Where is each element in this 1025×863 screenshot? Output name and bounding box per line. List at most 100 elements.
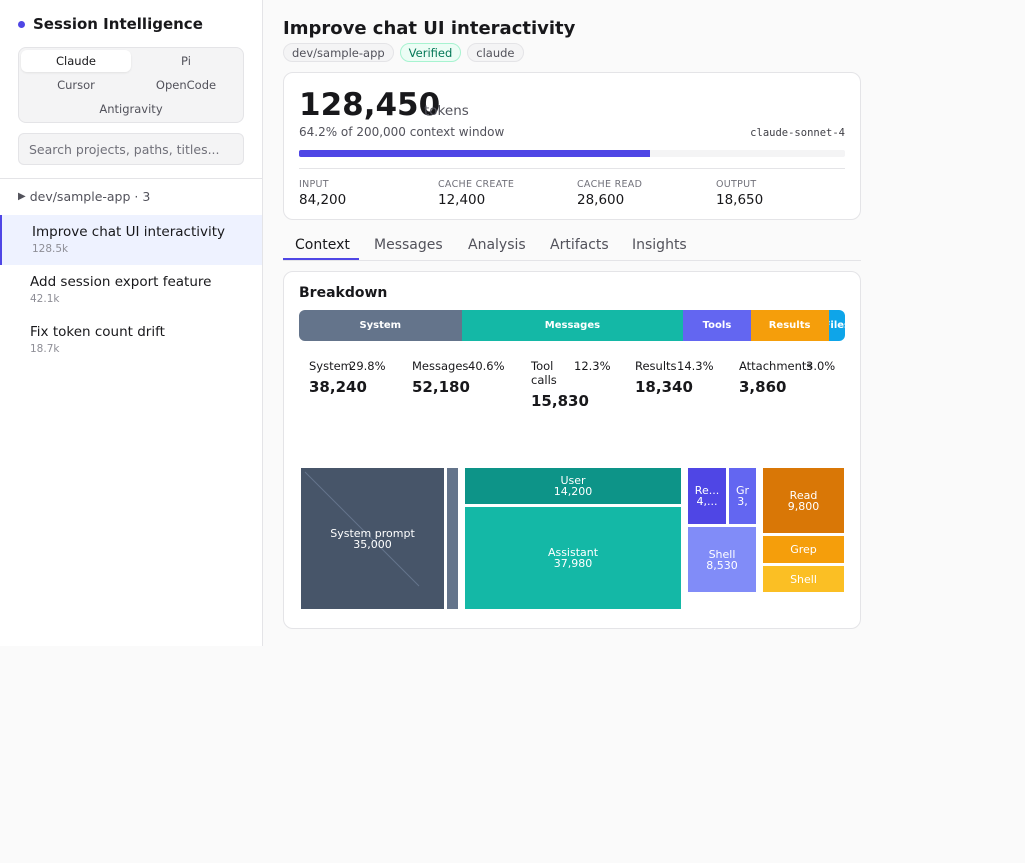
agent-antigravity[interactable]: Antigravity <box>99 102 163 116</box>
project-group-toggle[interactable]: ▶ dev/sample-app · 3 <box>18 189 150 204</box>
stat-label: CACHE CREATE <box>438 179 515 190</box>
tokens-unit: tokens <box>424 103 469 119</box>
category-percent: 29.8% <box>349 359 386 373</box>
category-attachments: Attachments 3.0% 3,860 <box>729 350 845 417</box>
treemap-result-grep[interactable]: Grep <box>763 536 844 563</box>
treemap-label: User <box>560 474 586 487</box>
breakdown-card: Breakdown SystemMessagesToolsResultsFile… <box>283 271 861 629</box>
bar-segment-system[interactable]: System <box>299 310 462 341</box>
treemap-result-shell[interactable]: Shell <box>763 566 844 592</box>
treemap-value: 35,000 <box>353 537 392 551</box>
category-system: System 29.8% 38,240 <box>299 350 395 417</box>
treemap-label: Read <box>789 488 818 502</box>
bar-segment-files[interactable]: Files <box>828 310 845 341</box>
tab-insights[interactable]: Insights <box>632 237 687 253</box>
treemap-value: 4,... <box>696 495 718 508</box>
agent-opencode[interactable]: OpenCode <box>155 78 217 92</box>
bar-segment-results[interactable]: Results <box>750 310 829 341</box>
project-pill: dev/sample-app <box>283 43 394 62</box>
category-name: Tool calls <box>531 359 557 387</box>
stat-value: 84,200 <box>299 192 347 208</box>
category-messages: Messages 40.6% 52,180 <box>402 350 513 417</box>
brand-dot-icon <box>18 20 25 28</box>
tab-messages[interactable]: Messages <box>374 237 443 253</box>
agent-claude[interactable]: Claude <box>21 50 131 72</box>
tab-bar: Context Messages Analysis Artifacts Insi… <box>283 233 861 261</box>
session-tokens: 128.5k <box>32 243 69 255</box>
session-item[interactable]: Add session export feature 42.1k <box>0 265 262 315</box>
category-value: 18,340 <box>635 378 693 396</box>
stat-value: 12,400 <box>438 192 486 208</box>
treemap-system-other[interactable] <box>447 468 458 609</box>
category-value: 38,240 <box>309 378 367 396</box>
model-name: claude-sonnet-4 <box>750 127 845 139</box>
treemap-user[interactable]: User 14,200 <box>465 468 681 504</box>
treemap-value: 9,800 <box>787 499 820 513</box>
project-group-label: dev/sample-app · 3 <box>29 189 151 204</box>
category-tool-calls: Tool calls 12.3% 15,830 <box>521 350 617 417</box>
sidebar: Session Intelligence Claude Pi Cursor Op… <box>0 0 263 646</box>
tab-artifacts[interactable]: Artifacts <box>550 237 609 253</box>
active-tab-indicator <box>283 258 359 260</box>
treemap-value: 37,980 <box>553 557 593 570</box>
category-name: System <box>309 359 352 373</box>
category-value: 15,830 <box>531 392 589 410</box>
category-value: 3,860 <box>739 378 787 396</box>
category-name: Messages <box>412 359 469 373</box>
verified-badge: Verified <box>399 43 462 62</box>
agent-cursor[interactable]: Cursor <box>57 78 95 92</box>
tab-context[interactable]: Context <box>295 237 350 253</box>
page-title: Improve chat UI interactivity <box>283 18 576 39</box>
session-title: Add session export feature <box>30 274 212 290</box>
context-progress-fill <box>299 150 650 157</box>
session-title: Fix token count drift <box>30 324 165 340</box>
category-percent: 3.0% <box>806 359 836 373</box>
divider <box>299 168 845 169</box>
total-tokens: 128,450 <box>299 87 441 123</box>
caret-right-icon: ▶ <box>18 191 26 202</box>
context-progress-bar <box>299 150 845 157</box>
agent-pill: claude <box>467 43 524 62</box>
context-window-text: 64.2% of 200,000 context window <box>299 125 505 139</box>
treemap-tool-shell[interactable]: Shell 8,530 <box>688 527 756 592</box>
treemap-value: 8,530 <box>706 558 738 572</box>
session-item[interactable]: Fix token count drift 18.7k <box>0 315 262 365</box>
category-name: Results <box>635 359 677 373</box>
stat-label: OUTPUT <box>716 179 757 190</box>
category-value: 52,180 <box>412 378 470 396</box>
category-results: Results 14.3% 18,340 <box>625 350 721 417</box>
stat-value: 28,600 <box>577 192 625 208</box>
treemap-system-prompt[interactable]: System prompt 35,000 <box>301 468 444 609</box>
search-input[interactable] <box>18 133 244 165</box>
category-percent: 40.6% <box>468 359 505 373</box>
treemap-result-read[interactable]: Read 9,800 <box>763 468 844 533</box>
treemap-tool-grep[interactable]: Gr 3, <box>729 468 756 524</box>
category-percent: 12.3% <box>574 359 611 373</box>
treemap-value: 3, <box>737 495 748 508</box>
treemap-label: Gr <box>735 484 750 497</box>
session-pills: dev/sample-app Verified claude <box>283 43 524 62</box>
stat-input: INPUT 84,200 <box>299 179 346 208</box>
treemap-label: System prompt <box>330 526 415 540</box>
tab-analysis[interactable]: Analysis <box>468 237 526 253</box>
session-tokens: 18.7k <box>30 343 60 355</box>
agent-selector: Claude Pi Cursor OpenCode Antigravity <box>18 47 244 123</box>
brand: Session Intelligence <box>18 15 203 33</box>
token-summary-card: 128,450 tokens 64.2% of 200,000 context … <box>283 72 861 220</box>
session-item-active[interactable]: Improve chat UI interactivity 128.5k <box>0 215 262 265</box>
bar-segment-tools[interactable]: Tools <box>683 310 751 341</box>
treemap-label: Re... <box>694 484 720 497</box>
treemap-diagonal-line <box>304 471 420 587</box>
breakdown-title: Breakdown <box>299 285 388 301</box>
treemap-label: Assistant <box>547 546 599 559</box>
treemap-value: 14,200 <box>553 485 593 498</box>
treemap-label: Shell <box>790 572 817 586</box>
session-title: Improve chat UI interactivity <box>32 224 226 240</box>
treemap-assistant[interactable]: Assistant 37,980 <box>465 507 681 609</box>
agent-pi[interactable]: Pi <box>181 54 191 68</box>
treemap-tool-read[interactable]: Re... 4,... <box>688 468 726 524</box>
treemap-label: Shell <box>708 547 736 561</box>
category-percent: 14.3% <box>677 359 714 373</box>
bar-segment-messages[interactable]: Messages <box>461 310 684 341</box>
divider <box>0 178 262 179</box>
